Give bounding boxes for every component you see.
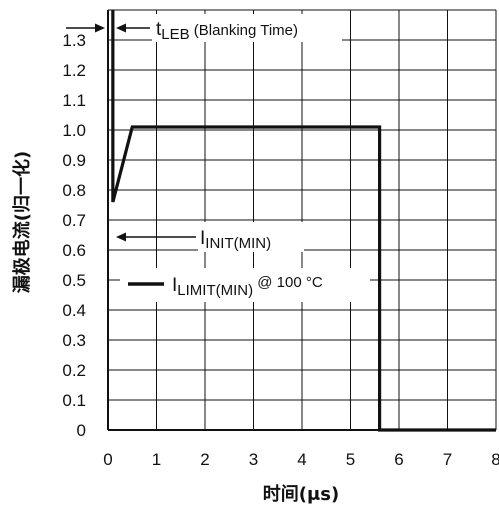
init-label-bg [198,222,304,252]
x-tick-label: 3 [249,450,258,469]
series-line [111,10,496,432]
y-tick-label: 0.9 [62,151,86,170]
series-group [111,10,496,432]
y-tick-label: 0.3 [62,331,86,350]
grid-lines [107,9,497,431]
y-tick-label: 0.4 [62,301,86,320]
y-tick-label: 1.2 [62,61,86,80]
y-tick-label: 1.1 [62,91,86,110]
x-axis-title: 时间(μs) [263,484,339,505]
y-tick-label: 1.3 [62,31,86,50]
leb-label: tLEB (Blanking Time) [156,19,298,43]
x-tick-label: 0 [103,450,112,469]
leb-label-bg [152,14,342,42]
y-tick-label: 0.2 [62,361,86,380]
leb-arrow-right-head [116,23,126,33]
y-axis-title: 漏极电流(归一化) [11,151,33,293]
x-tick-label: 5 [346,450,355,469]
x-tick-label: 6 [394,450,403,469]
y-tick-label: 0.7 [62,211,86,230]
x-tick-label: 7 [443,450,452,469]
y-tick-label: 0.6 [62,241,86,260]
x-tick-label: 2 [200,450,209,469]
legend: ILIMIT(MIN) @ 100 °C [120,268,370,302]
legend-label: ILIMIT(MIN) @ 100 °C [172,274,323,299]
y-tick-label: 0.5 [62,271,86,290]
y-tick-label: 1.0 [62,121,86,140]
x-tick-labels: 0 1 2 3 4 5 6 7 8 [103,450,499,469]
init-annotation: IINIT(MIN) [116,222,304,252]
leb-arrow-left-head [95,23,105,33]
y-tick-label: 0 [77,421,86,440]
y-tick-label: 0.8 [62,181,86,200]
init-label: IINIT(MIN) [200,228,271,252]
leb-annotation: tLEB (Blanking Time) [66,14,342,43]
x-tick-label: 8 [491,450,499,469]
x-tick-label: 4 [297,450,306,469]
x-tick-label: 1 [152,450,161,469]
y-tick-labels: 0 0.1 0.2 0.3 0.4 0.5 0.6 0.7 0.8 0.9 1.0 1.1 1.2 1.3 [62,31,86,440]
init-arrow-head [116,232,126,242]
y-tick-label: 0.1 [62,391,86,410]
